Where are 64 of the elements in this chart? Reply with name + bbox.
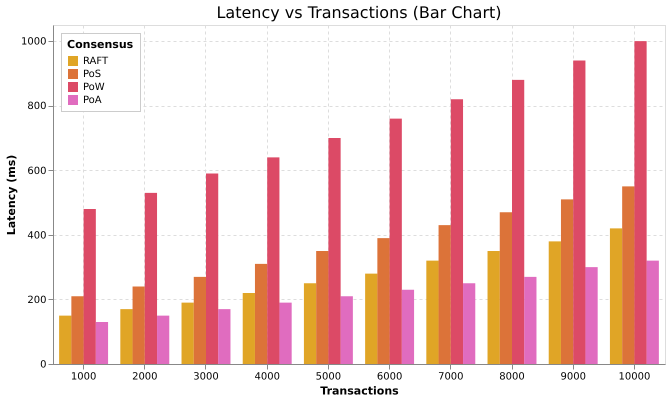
x-tick-label: 8000 xyxy=(499,372,525,382)
bar xyxy=(500,212,512,364)
chart-title: Latency vs Transactions (Bar Chart) xyxy=(216,3,502,22)
bar xyxy=(524,276,536,364)
bar xyxy=(634,41,647,364)
bar xyxy=(463,283,476,364)
bar xyxy=(157,316,170,364)
bar xyxy=(71,296,84,364)
bar xyxy=(96,322,108,364)
y-tick-label: 400 xyxy=(27,230,46,242)
bar xyxy=(512,80,524,364)
x-tick-label: 7000 xyxy=(438,372,464,382)
bar xyxy=(120,309,133,364)
y-tick-label: 600 xyxy=(27,166,46,177)
bar xyxy=(206,174,218,364)
x-tick-label: 10000 xyxy=(618,372,650,382)
x-tick-label: 2000 xyxy=(132,372,158,382)
bar xyxy=(488,251,500,364)
x-tick-label: 3000 xyxy=(193,372,219,382)
bar xyxy=(340,296,353,364)
bar xyxy=(610,228,622,364)
y-tick-label: 800 xyxy=(27,101,46,112)
y-tick-label: 200 xyxy=(27,294,46,306)
bar xyxy=(84,209,96,364)
bar xyxy=(242,292,255,364)
bar xyxy=(646,260,659,364)
bar xyxy=(438,225,451,364)
bar xyxy=(316,251,328,364)
bar xyxy=(402,290,414,364)
bar xyxy=(560,199,574,364)
bar xyxy=(426,260,439,364)
x-tick-label: 5000 xyxy=(316,372,342,382)
legend-label: PoA xyxy=(83,95,102,106)
bar xyxy=(132,286,145,364)
y-tick-label: 1000 xyxy=(21,36,46,48)
bar xyxy=(450,99,464,364)
legend-title: Consensus xyxy=(67,38,134,51)
bar xyxy=(548,241,561,364)
bar xyxy=(59,316,72,364)
bar xyxy=(328,138,341,364)
y-axis-title: Latency (ms) xyxy=(5,154,18,236)
bar xyxy=(194,276,206,364)
legend-label: PoW xyxy=(83,82,105,93)
bar xyxy=(254,264,268,364)
legend-label: RAFT xyxy=(83,56,109,67)
y-tick-label: 0 xyxy=(40,360,46,370)
bar xyxy=(390,118,402,364)
bar xyxy=(304,283,316,364)
bar xyxy=(622,186,634,364)
bar xyxy=(279,302,292,364)
x-tick-label: 9000 xyxy=(560,372,586,382)
bar xyxy=(218,309,230,364)
x-tick-label: 6000 xyxy=(376,372,402,382)
bar xyxy=(267,157,280,364)
x-axis-title: Transactions xyxy=(320,384,400,398)
bar xyxy=(182,302,194,364)
bar xyxy=(585,267,598,364)
bar xyxy=(573,60,586,364)
x-tick-label: 1000 xyxy=(70,372,96,382)
legend-label: PoS xyxy=(83,69,102,80)
bar xyxy=(377,238,390,364)
bar xyxy=(144,192,158,364)
x-tick-label: 4000 xyxy=(254,372,280,382)
bar xyxy=(365,274,378,364)
